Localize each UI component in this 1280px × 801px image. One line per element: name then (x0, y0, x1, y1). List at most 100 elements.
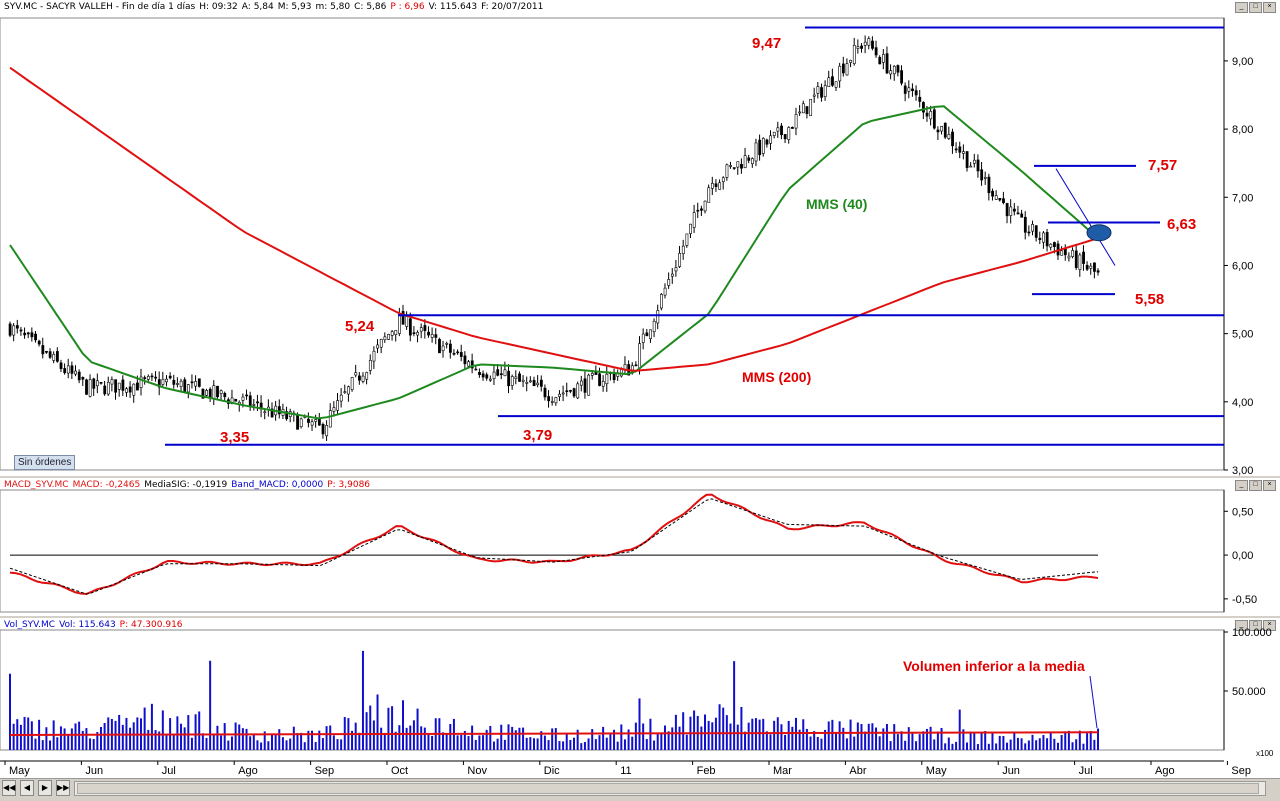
candle-body (48, 351, 52, 358)
horizontal-scrollbar[interactable] (74, 781, 1266, 796)
scroll-thumb[interactable] (77, 783, 1259, 794)
candle-body (1009, 206, 1013, 216)
candle-body (747, 157, 751, 161)
last-page-button[interactable]: ▶▶ (56, 780, 70, 796)
candle-body (52, 354, 56, 361)
candle-body (347, 386, 350, 395)
first-page-button[interactable]: ◀◀ (2, 780, 16, 796)
candle-body (56, 351, 59, 362)
candle-body (205, 390, 208, 396)
macd-y-tick-label: 0,50 (1232, 506, 1253, 518)
candle-body (987, 176, 991, 194)
candle-body (128, 386, 132, 393)
candle-body (394, 330, 398, 335)
candle-body (332, 407, 336, 412)
minimize-icon[interactable]: _ (1235, 620, 1248, 631)
candle-body (110, 379, 114, 385)
candle-body (660, 294, 663, 309)
restore-icon[interactable]: □ (1249, 480, 1262, 491)
candle-body (1005, 203, 1009, 217)
candle-body (878, 56, 882, 65)
candle-body (503, 369, 507, 377)
macd-chart[interactable]: 0,50 0,00 -0,50 (0, 478, 1280, 616)
volume-chart[interactable]: 100.000 50.000 x100 Volumen inferior a la m… (0, 618, 1280, 760)
candle-body (1078, 254, 1082, 270)
candle-body (550, 401, 554, 403)
macd-header-field-1: MACD: -0,2465 (72, 480, 141, 490)
prev-page-button[interactable]: ◀ (20, 780, 34, 796)
candle-body (194, 381, 198, 387)
orders-badge[interactable]: Sin órdenes (14, 455, 76, 470)
candle-body (561, 392, 565, 395)
candle-body (827, 77, 831, 87)
candle-body (383, 336, 387, 341)
candle-body (459, 352, 463, 357)
candle-body (136, 382, 139, 391)
candle-body (914, 90, 918, 96)
macd-header-field-0: MACD_SYV.MC (4, 480, 69, 490)
candle-body (831, 76, 834, 86)
volume-annotation-pointer (1089, 675, 1098, 729)
candle-body (241, 396, 245, 401)
price-header-field-1: H: 09:32 (199, 2, 238, 12)
candle-body (263, 411, 267, 414)
candle-body (201, 388, 205, 399)
next-page-button[interactable]: ▶ (38, 780, 52, 796)
close-icon[interactable]: × (1263, 2, 1276, 13)
candle-body (361, 375, 365, 382)
candle-body (328, 410, 332, 428)
candle-body (434, 334, 438, 338)
price-y-tick-label: 5,00 (1232, 329, 1253, 341)
candle-body (478, 372, 481, 376)
candle-body (430, 334, 434, 338)
candle-body (576, 383, 580, 399)
candle-body (565, 390, 569, 393)
candle-body (1053, 242, 1056, 247)
candle-body (863, 41, 867, 46)
candle-body (165, 378, 168, 383)
candle-body (710, 183, 714, 189)
price-chart[interactable]: 9,00 8,00 7,00 6,00 5,00 4,00 3,00 9,47 7,57 6,63… (0, 0, 1280, 476)
close-icon[interactable]: × (1263, 480, 1276, 491)
macd-y-tick-label: -0,50 (1232, 594, 1257, 606)
minimize-icon[interactable]: _ (1235, 2, 1248, 13)
candle-body (176, 383, 179, 385)
candle-body (219, 390, 223, 394)
candle-body (969, 165, 973, 168)
candle-body (958, 146, 962, 153)
candle-body (307, 418, 310, 423)
candle-body (860, 45, 863, 49)
candle-body (765, 139, 769, 145)
macd-plot-area (0, 489, 1225, 613)
ma40-label: MMS (40) (806, 196, 867, 212)
candle-body (729, 165, 732, 167)
candle-body (106, 381, 110, 395)
minimize-icon[interactable]: _ (1235, 480, 1248, 491)
candle-body (634, 364, 638, 367)
candle-body (558, 393, 561, 397)
candle-body (678, 252, 682, 267)
candle-body (714, 183, 718, 188)
candle-body (350, 377, 354, 390)
candle-body (416, 332, 420, 336)
x-tick-label-6: Nov (467, 765, 487, 777)
candle-body (103, 385, 107, 395)
candle-body (1002, 198, 1005, 203)
candle-body (994, 195, 998, 200)
close-icon[interactable]: × (1263, 620, 1276, 631)
restore-icon[interactable]: □ (1249, 2, 1262, 13)
candle-body (343, 391, 347, 393)
candle-body (856, 46, 860, 49)
candle-body (823, 85, 827, 98)
candle-body (954, 148, 958, 151)
volume-header-field-0: Vol_SYV.MC (4, 620, 56, 630)
candle-body (783, 134, 787, 140)
candle-body (26, 332, 30, 335)
volume-average-line (9, 731, 1099, 736)
candle-body (45, 351, 48, 353)
candle-body (769, 135, 773, 144)
candle-body (438, 338, 441, 354)
candle-body (96, 380, 99, 387)
restore-icon[interactable]: □ (1249, 620, 1262, 631)
macd-header-field-4: P: 3,9086 (327, 480, 371, 490)
